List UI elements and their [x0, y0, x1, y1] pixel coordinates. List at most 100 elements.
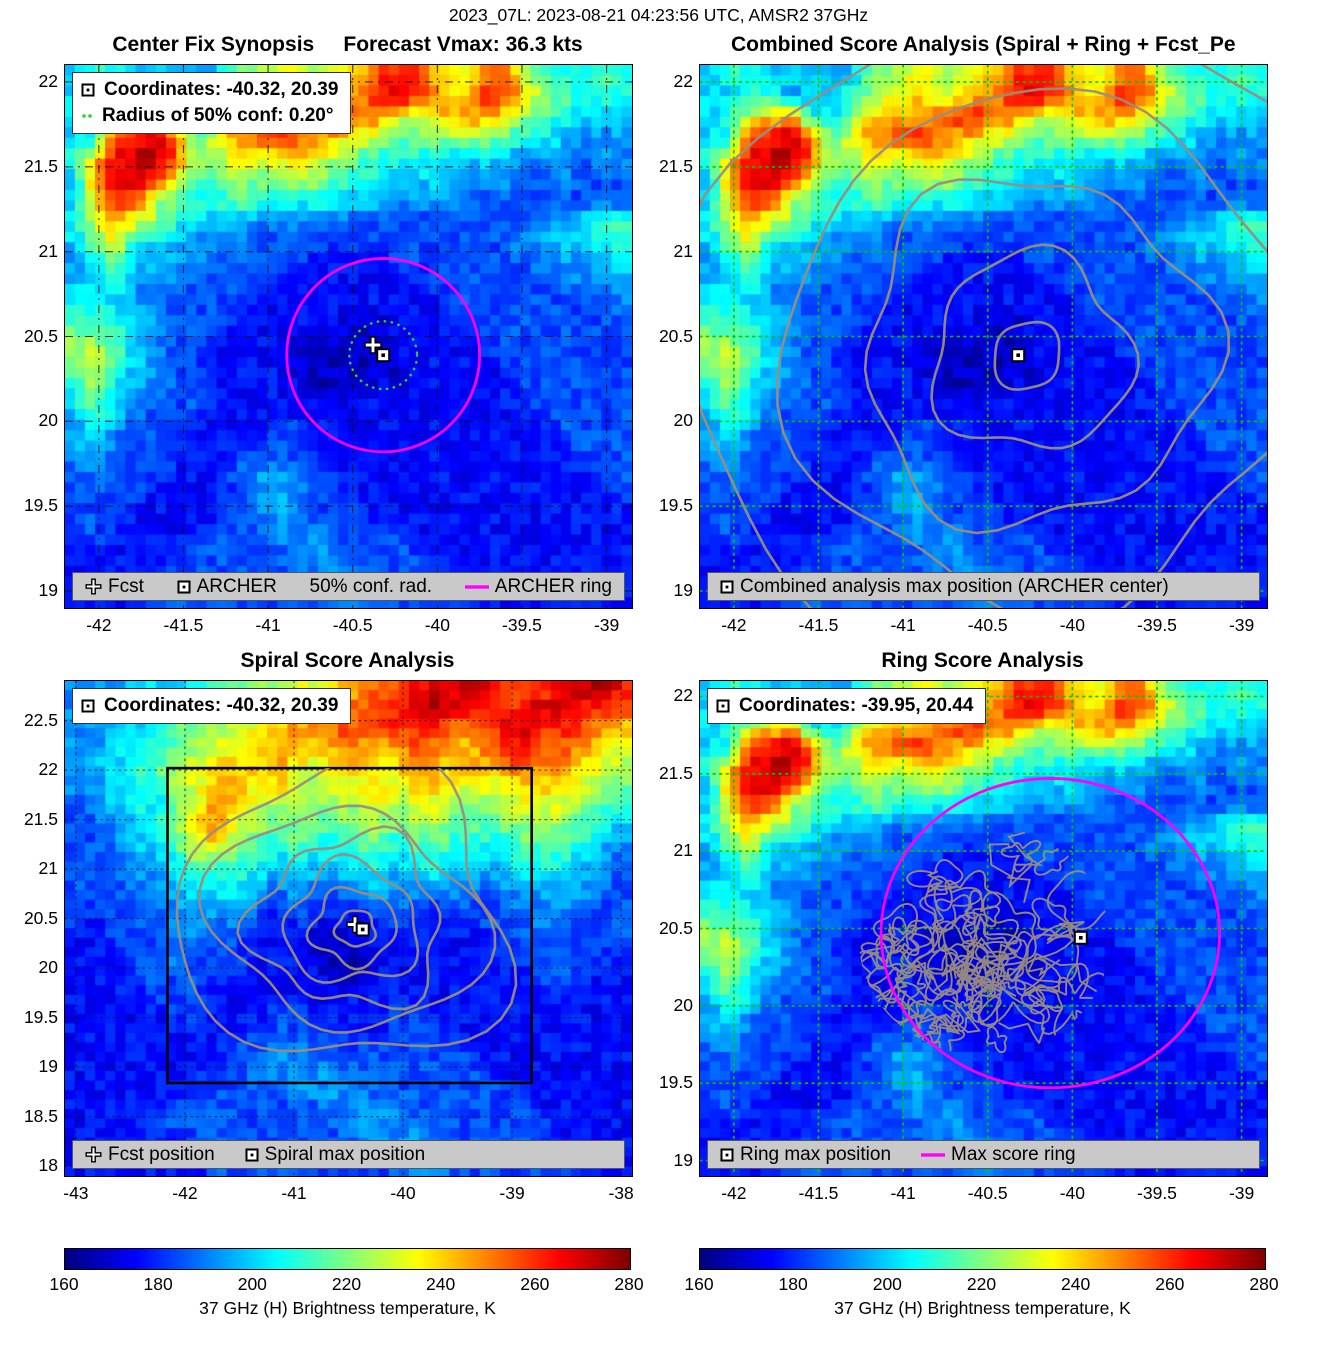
colorbar-ticks: 160 180 200 220 240 260 280	[684, 1274, 1278, 1297]
legend-item-label: Coordinates: -40.32, 20.39	[104, 695, 339, 716]
x-tick-label: -42	[172, 1183, 198, 1203]
bottom-legend-bar: Fcst ARCHER 50% conf. rad. ARCHER ring	[72, 572, 625, 601]
legend-item: Coordinates: -39.95, 20.44	[716, 693, 973, 719]
fcst-cross-marker	[364, 336, 382, 354]
panel-center-fix-title: Center Fix Synopsis Forecast Vmax: 36.3 …	[112, 33, 583, 56]
y-tick-label: 21	[673, 240, 693, 261]
square-marker-icon	[720, 580, 734, 594]
max-position-square-marker	[355, 922, 370, 937]
colorbar-gradient	[699, 1248, 1266, 1270]
colorbar-right: 160 180 200 220 240 260 280 37 GHz (H) Brightn…	[684, 1248, 1279, 1319]
legend-item-label: Coordinates: -40.32, 20.39	[104, 79, 339, 100]
bottom-legend-bar: Ring max position Max score ring	[707, 1140, 1260, 1169]
panel-combined-title: Combined Score Analysis (Spiral + Ring +…	[731, 33, 1236, 56]
cross-marker-icon	[85, 1146, 102, 1163]
max-position-square-marker	[376, 348, 391, 363]
x-tick-label: -41.5	[798, 1183, 839, 1203]
x-tick-label: -41	[281, 1183, 307, 1203]
legend-item: Spiral max position	[245, 1143, 426, 1166]
x-tick-label: -40.5	[967, 615, 1008, 635]
colorbar-tick-label: 280	[1249, 1274, 1279, 1294]
x-tick-label: -39	[1228, 1183, 1255, 1203]
panel-center-fix-plot: -42 -41.5 -41 -40.5 -40 -39.5 -39 22 21.5 21 20.5 2…	[24, 64, 633, 635]
y-tick-label: 19	[38, 580, 58, 601]
y-tick-label: 21	[673, 840, 693, 861]
figure-suptitle: 2023_07L: 2023-08-21 04:23:56 UTC, AMSR2…	[448, 5, 869, 25]
y-tick-label: 18.5	[23, 1105, 58, 1126]
x-tick-label: -40	[424, 615, 450, 635]
y-tick-label: 20	[38, 957, 58, 978]
legend-item: ARCHER	[177, 576, 277, 598]
y-tick-label: 22.5	[23, 709, 58, 730]
x-tick-label: -43	[63, 1183, 89, 1203]
legend-item: Fcst	[85, 576, 144, 598]
square-marker-icon	[245, 1148, 259, 1162]
max-position-square-marker	[1073, 930, 1088, 945]
x-tick-label: -38	[608, 1183, 634, 1203]
colorbar-label: 37 GHz (H) Brightness temperature, K	[199, 1298, 496, 1318]
y-tick-label: 19.5	[658, 1072, 693, 1093]
legend-item-label: Ring max position	[740, 1143, 892, 1165]
legend-item-label: Combined analysis max position (ARCHER c…	[740, 575, 1169, 597]
y-tick-label: 19	[673, 580, 693, 601]
panel-combined-plot: -42 -41.5 -41 -40.5 -40 -39.5 -39 22 21.5 21 20.5 2…	[659, 64, 1268, 635]
legend-item-label: Spiral max position	[264, 1143, 426, 1165]
max-position-square-marker	[1011, 348, 1026, 363]
x-tick-label: -40	[1059, 615, 1085, 635]
panel-spiral-title: Spiral Score Analysis	[240, 649, 455, 672]
y-tick-label: 22	[673, 70, 693, 91]
legend-item: Coordinates: -40.32, 20.39	[81, 77, 338, 103]
bottom-legend-bar: Fcst position Spiral max position	[72, 1140, 625, 1169]
archer-ring	[285, 257, 482, 454]
square-marker-icon	[81, 83, 95, 97]
y-tick-label: 19	[38, 1056, 58, 1077]
legend-item: 50% conf. rad.	[310, 576, 433, 598]
grid-lines	[700, 65, 1267, 608]
y-tick-label: 19.5	[23, 495, 58, 516]
legend-item: ARCHER ring	[464, 576, 612, 598]
coordinates-legend-box: Coordinates: -40.32, 20.39 Radius of 50% …	[72, 72, 352, 134]
x-tick-label: -41	[890, 1183, 916, 1203]
y-tick-label: 21.5	[658, 762, 693, 783]
y-tick-label: 21	[38, 858, 58, 879]
x-tick-label: -39.5	[502, 615, 542, 635]
y-tick-label: 20	[673, 994, 693, 1015]
panel-spiral-plot: -43 -42 -41 -40 -39 -38 22.5 22 21.5 21 20.5 20 19.5…	[24, 680, 634, 1203]
y-tick-label: 22	[38, 759, 58, 780]
square-marker-icon	[716, 699, 730, 713]
score-contours	[700, 65, 1267, 608]
overlay-graphics	[65, 681, 632, 1176]
cross-marker-icon	[85, 578, 102, 595]
max-score-ring	[879, 777, 1222, 1090]
grid-lines	[65, 65, 632, 608]
analysis-box	[166, 766, 533, 1085]
y-tick-label: 20	[38, 410, 58, 431]
legend-item-label: Fcst	[108, 575, 144, 597]
panel-ring-plot: -42 -41.5 -41 -40.5 -40 -39.5 -39 22 21.5 21 20.5 2…	[659, 680, 1268, 1203]
y-tick-label: 19	[673, 1149, 693, 1170]
colorbar-tick-label: 280	[614, 1274, 644, 1294]
y-tick-label: 22	[673, 685, 693, 706]
y-tick-label: 22	[38, 70, 58, 91]
x-tick-label: -40.5	[332, 615, 373, 635]
x-tick-label: -40	[1059, 1183, 1085, 1203]
legend-item-label: Radius of 50% conf: 0.20°	[102, 105, 334, 126]
coordinates-legend-box: Coordinates: -39.95, 20.44	[707, 688, 987, 724]
legend-item: Fcst position	[85, 1144, 215, 1166]
x-tick-label: -42	[86, 615, 112, 635]
coordinates-legend-box: Coordinates: -40.32, 20.39	[72, 688, 352, 724]
x-tick-label: -40.5	[967, 1183, 1008, 1203]
y-tick-label: 19.5	[658, 495, 693, 516]
x-tick-label: -39.5	[1137, 615, 1177, 635]
colorbar-tick-label: 160	[684, 1274, 714, 1294]
x-tick-label: -42	[721, 1183, 747, 1203]
legend-item: Ring max position	[720, 1144, 891, 1166]
colorbar-tick-label: 260	[520, 1274, 550, 1294]
y-tick-label: 21.5	[23, 155, 58, 176]
legend-item: Radius of 50% conf: 0.20°	[81, 103, 338, 129]
y-tick-label: 18	[38, 1155, 58, 1176]
overlay-graphics	[700, 65, 1267, 608]
y-tick-label: 20.5	[23, 325, 58, 346]
x-tick-label: -39.5	[1137, 1183, 1177, 1203]
